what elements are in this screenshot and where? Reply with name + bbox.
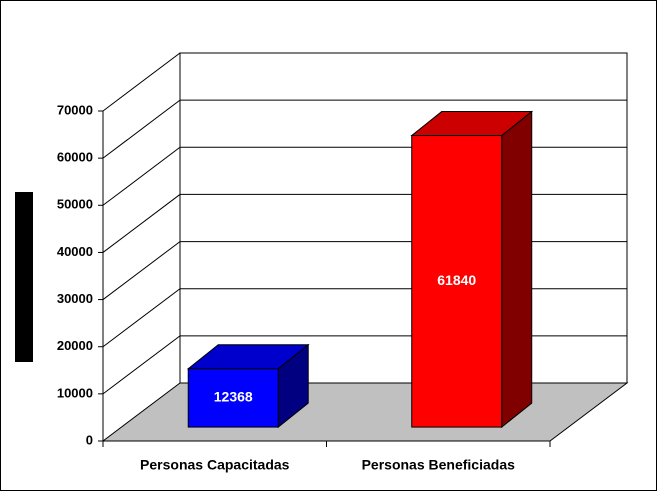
y-tick-label: 40000 bbox=[57, 244, 93, 259]
y-tick-label: 30000 bbox=[57, 291, 93, 306]
y-tick-label: 10000 bbox=[57, 385, 93, 400]
y-tick-label: 0 bbox=[86, 432, 93, 447]
y-tick-label: 50000 bbox=[57, 197, 93, 212]
bar bbox=[411, 135, 503, 428]
y-tick-label: 70000 bbox=[57, 102, 93, 117]
data-label: 61840 bbox=[437, 272, 476, 288]
x-tick-label: Personas Capacitadas bbox=[140, 457, 290, 473]
axis-title-box bbox=[15, 192, 33, 362]
y-tick-label: 60000 bbox=[57, 150, 93, 165]
data-label: 12368 bbox=[214, 389, 253, 405]
x-tick-label: Personas Beneficiadas bbox=[362, 457, 516, 473]
y-tick-label: 20000 bbox=[57, 338, 93, 353]
bar-side bbox=[501, 110, 533, 429]
bar bbox=[187, 368, 279, 428]
grid-line bbox=[102, 52, 627, 112]
floor bbox=[101, 382, 629, 442]
grid-line bbox=[102, 99, 627, 159]
